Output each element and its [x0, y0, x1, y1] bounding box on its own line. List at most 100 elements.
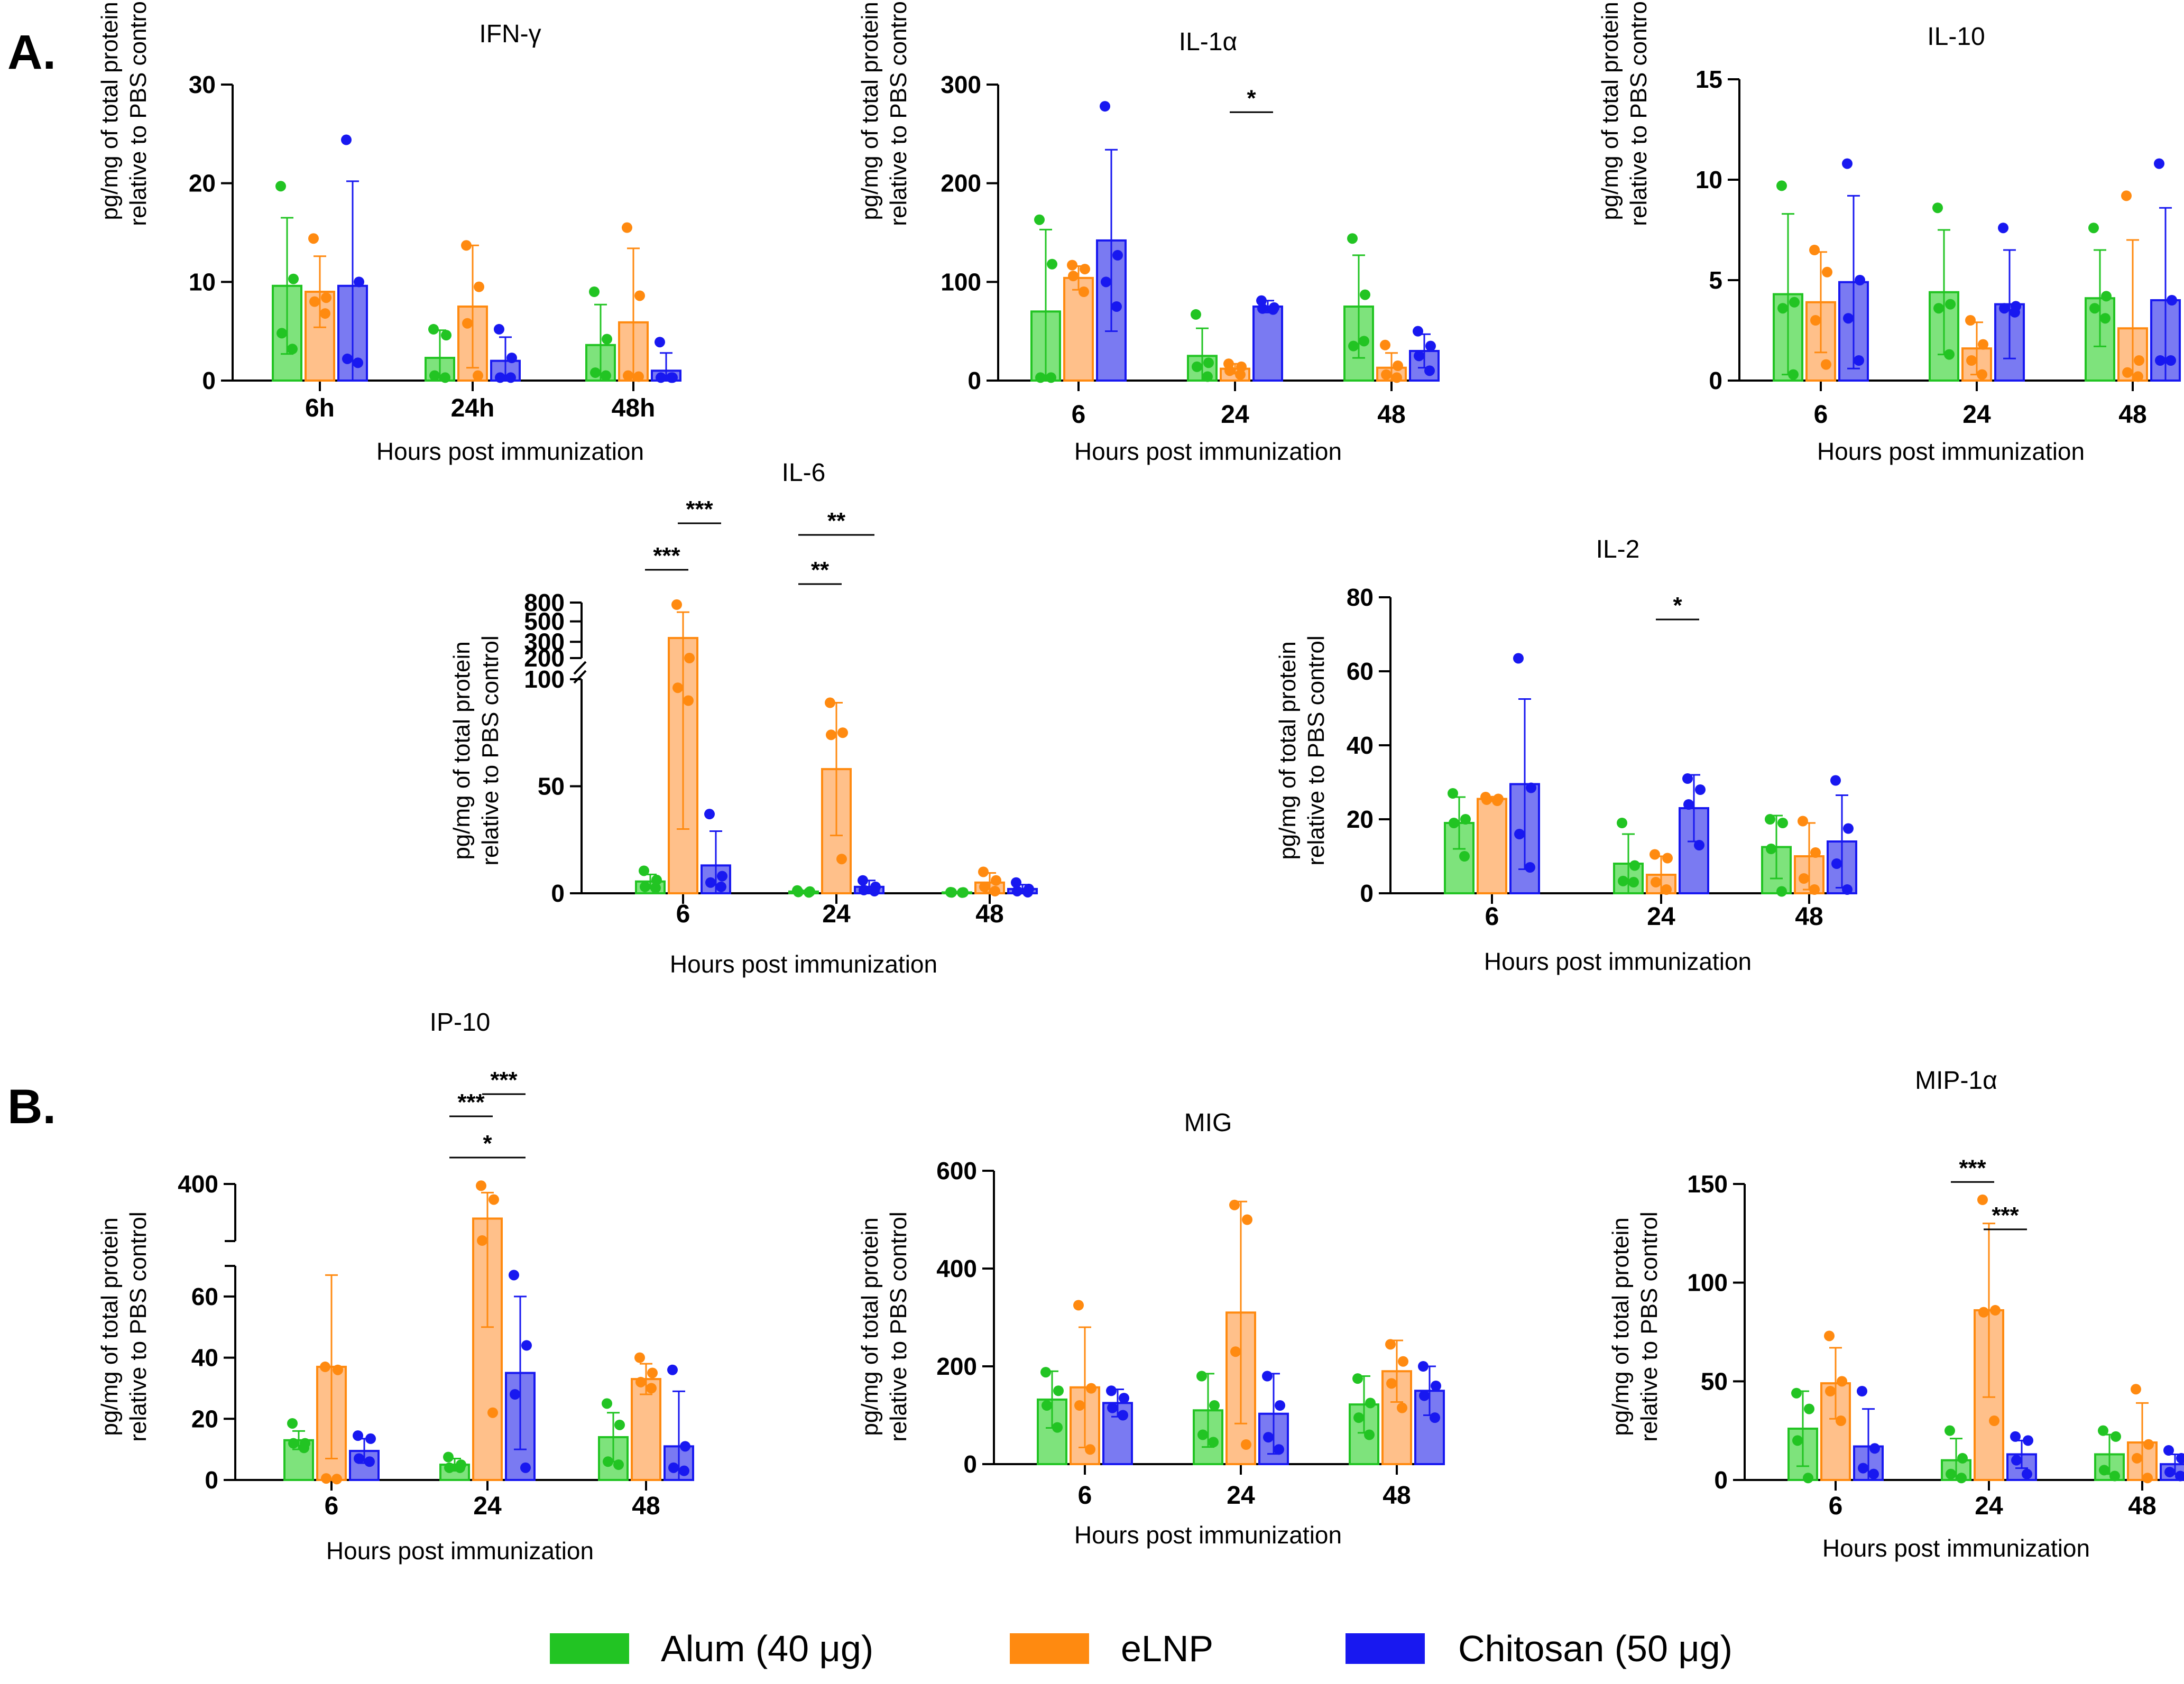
point-chitosan — [1011, 877, 1021, 888]
y-tick-label: 0 — [205, 1466, 218, 1494]
point-chitosan — [704, 809, 715, 820]
point-elnp — [1977, 369, 1987, 380]
point-chitosan — [2164, 1467, 2175, 1478]
point-alum — [1449, 818, 1459, 828]
point-chitosan — [1831, 858, 1842, 869]
chart-title: IL-6 — [782, 459, 826, 487]
point-alum — [1359, 336, 1369, 347]
point-alum — [650, 882, 661, 893]
y-tick-label: 15 — [1695, 66, 1722, 93]
point-alum — [299, 1442, 309, 1454]
y-axis-label: pg/mg of total protein relative to PBS co… — [97, 0, 151, 226]
x-axis-label: Hours post immunization — [1484, 948, 1752, 975]
point-chitosan — [1868, 1468, 1879, 1479]
point-alum — [957, 887, 967, 898]
point-elnp — [2132, 1452, 2142, 1464]
point-alum — [601, 370, 611, 381]
point-alum — [1788, 369, 1799, 380]
point-alum — [1957, 1452, 1968, 1464]
point-chitosan — [354, 1453, 364, 1464]
point-chitosan — [1855, 275, 1865, 285]
point-chitosan — [2167, 295, 2177, 306]
y-tick-label: 50 — [1701, 1367, 1728, 1395]
point-chitosan — [505, 372, 516, 383]
chart-il2: IL-2 pg/mg of total protein relative to PB… — [1275, 535, 1857, 975]
point-elnp — [836, 854, 847, 865]
point-chitosan — [1830, 775, 1841, 786]
point-chitosan — [1999, 303, 2010, 314]
point-chitosan — [1682, 773, 1693, 784]
point-alum — [613, 1459, 624, 1470]
y-tick-label: 0 — [551, 880, 565, 907]
point-alum — [443, 1451, 454, 1463]
point-alum — [1618, 875, 1628, 886]
point-chitosan — [2176, 1452, 2184, 1464]
point-chitosan — [495, 372, 505, 383]
point-elnp — [837, 727, 848, 738]
y-tick-label: 0 — [963, 1450, 977, 1478]
point-chitosan — [342, 353, 353, 364]
x-tick-label: 6 — [1814, 401, 1828, 429]
point-alum — [614, 1419, 625, 1430]
point-alum — [1791, 1387, 1802, 1399]
point-alum — [441, 330, 451, 341]
point-chitosan — [859, 884, 869, 895]
point-elnp — [1836, 1415, 1846, 1426]
point-alum — [1203, 357, 1214, 368]
point-alum — [287, 344, 298, 355]
point-chitosan — [1998, 223, 2008, 234]
point-elnp — [320, 1361, 330, 1372]
point-elnp — [2133, 371, 2143, 382]
point-elnp — [474, 281, 484, 292]
point-chitosan — [668, 1462, 679, 1473]
y-tick-label: 10 — [189, 268, 216, 295]
point-alum — [1347, 233, 1358, 244]
point-alum — [1803, 1473, 1813, 1484]
chart-ifng: IFN-γ pg/mg of total protein relative to P… — [97, 0, 681, 465]
point-elnp — [473, 370, 483, 381]
point-chitosan — [1842, 884, 1853, 895]
point-alum — [1353, 1412, 1364, 1423]
point-elnp — [1978, 1307, 1989, 1318]
point-alum — [2099, 1465, 2109, 1476]
x-tick-label: 48 — [975, 900, 1003, 928]
x-tick-label: 48 — [2118, 401, 2146, 429]
point-chitosan — [1414, 350, 1424, 362]
point-elnp — [477, 1235, 487, 1246]
point-chitosan — [1101, 276, 1111, 288]
point-elnp — [979, 881, 990, 892]
y-axis-label-line: relative to PBS control — [125, 0, 151, 226]
point-alum — [1944, 349, 1955, 360]
point-alum — [1053, 1385, 1064, 1396]
point-chitosan — [341, 134, 352, 145]
y-axis-label-line: relative to PBS control — [1303, 635, 1329, 865]
point-elnp — [1398, 1356, 1408, 1367]
bar-chitosan — [1252, 306, 1283, 382]
chart-title: IFN-γ — [479, 20, 541, 48]
y-tick-label: 0 — [1360, 880, 1374, 907]
x-tick-label: 6 — [1072, 401, 1086, 429]
y-axis-label-line: pg/mg of total protein — [1275, 641, 1301, 859]
significance-label: *** — [1959, 1155, 1986, 1181]
point-elnp — [489, 1194, 499, 1205]
point-alum — [440, 372, 450, 383]
point-chitosan — [1118, 1410, 1128, 1421]
x-axis-label: Hours post immunization — [1817, 438, 2085, 465]
point-elnp — [1068, 271, 1079, 282]
point-alum — [428, 323, 439, 335]
point-elnp — [1966, 355, 1977, 366]
axis-break-mark — [573, 670, 587, 684]
point-alum — [640, 881, 650, 892]
point-chitosan — [1100, 101, 1110, 112]
y-tick-label: 200 — [936, 1353, 977, 1380]
point-alum — [288, 273, 299, 284]
point-elnp — [1230, 1346, 1241, 1357]
point-chitosan — [1263, 1432, 1274, 1443]
point-elnp — [1067, 260, 1077, 271]
point-alum — [1946, 1468, 1956, 1479]
point-elnp — [1825, 1386, 1836, 1396]
y-axis-label: pg/mg of total protein relative to PBS co… — [1597, 0, 1652, 226]
point-chitosan — [1413, 326, 1423, 337]
point-elnp — [990, 885, 1000, 896]
point-chitosan — [717, 871, 727, 882]
